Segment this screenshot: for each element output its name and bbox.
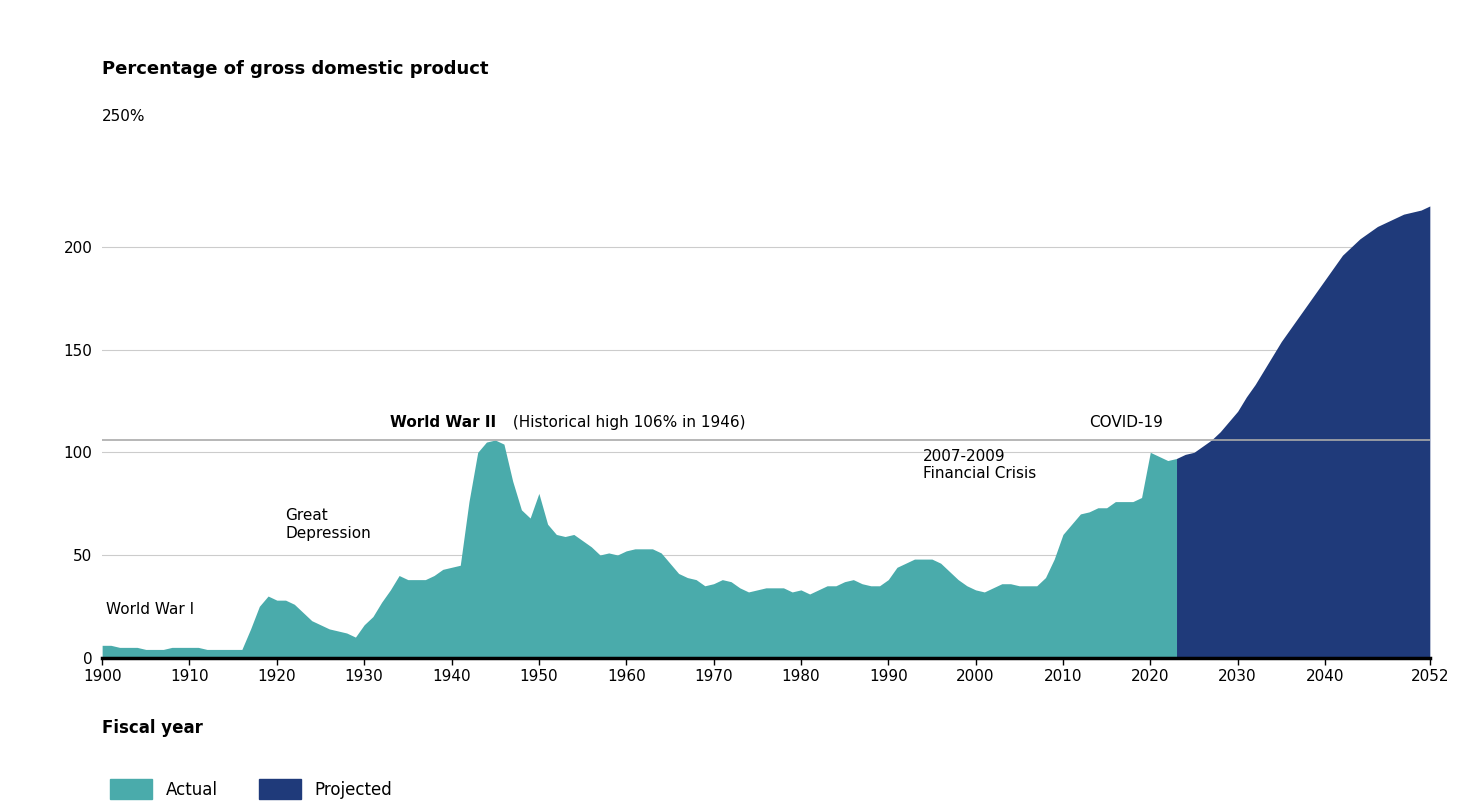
Text: World War II: World War II: [391, 415, 496, 430]
Text: 250%: 250%: [102, 109, 146, 124]
Text: (Historical high 106% in 1946): (Historical high 106% in 1946): [508, 415, 746, 430]
Legend: Actual, Projected: Actual, Projected: [111, 779, 392, 800]
Text: COVID-19: COVID-19: [1090, 415, 1163, 430]
Text: World War I: World War I: [107, 602, 194, 617]
Text: Great
Depression: Great Depression: [286, 508, 371, 541]
Text: Percentage of gross domestic product: Percentage of gross domestic product: [102, 59, 489, 78]
Text: Fiscal year: Fiscal year: [102, 719, 203, 737]
Text: 2007-2009
Financial Crisis: 2007-2009 Financial Crisis: [924, 448, 1036, 481]
